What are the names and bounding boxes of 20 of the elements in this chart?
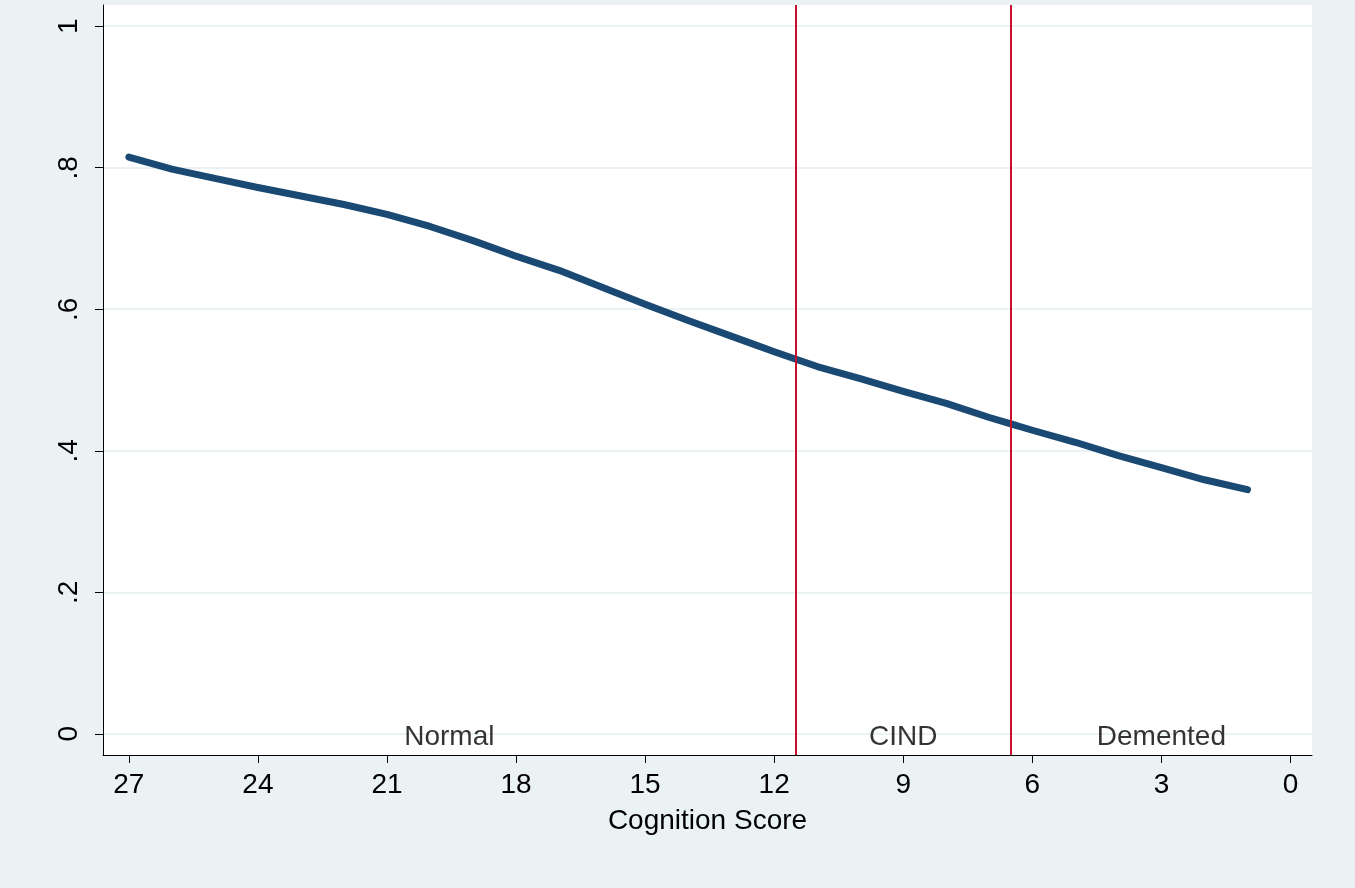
- annotation: Demented: [1096, 719, 1227, 751]
- x-axis-title: Cognition Score: [607, 803, 808, 835]
- x-tick-label: 21: [371, 767, 403, 799]
- y-tick-label: 1: [51, 18, 83, 35]
- annotation: Normal: [404, 719, 495, 751]
- y-tick-label: .8: [51, 156, 83, 180]
- x-tick-label: 15: [629, 767, 661, 799]
- x-tick-label: 9: [895, 767, 912, 799]
- x-tick-label: 18: [500, 767, 532, 799]
- y-tick-label: .2: [51, 580, 83, 604]
- x-tick-label: 0: [1282, 767, 1299, 799]
- y-tick-label: 0: [51, 725, 83, 742]
- x-tick-label: 3: [1153, 767, 1170, 799]
- y-tick-label: .6: [51, 297, 83, 321]
- x-tick-label: 24: [242, 767, 274, 799]
- x-tick-label: 27: [113, 767, 145, 799]
- annotation: CIND: [869, 719, 938, 751]
- x-tick-label: 6: [1024, 767, 1041, 799]
- y-tick-label: .4: [51, 439, 83, 463]
- x-tick-label: 12: [758, 767, 790, 799]
